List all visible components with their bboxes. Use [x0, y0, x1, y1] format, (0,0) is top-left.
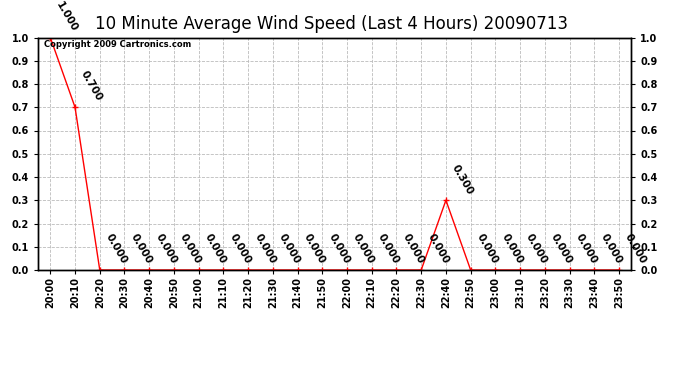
Text: 0.000: 0.000 — [228, 232, 253, 266]
Text: Copyright 2009 Cartronics.com: Copyright 2009 Cartronics.com — [44, 40, 191, 49]
Text: 0.000: 0.000 — [178, 232, 204, 266]
Text: 0.000: 0.000 — [302, 232, 327, 266]
Text: 0.000: 0.000 — [128, 232, 154, 266]
Text: 0.000: 0.000 — [598, 232, 624, 266]
Text: 0.000: 0.000 — [376, 232, 401, 266]
Text: 0.000: 0.000 — [153, 232, 179, 266]
Text: 0.000: 0.000 — [401, 232, 426, 266]
Text: 10 Minute Average Wind Speed (Last 4 Hours) 20090713: 10 Minute Average Wind Speed (Last 4 Hou… — [95, 15, 568, 33]
Text: 0.000: 0.000 — [524, 232, 549, 266]
Text: 0.000: 0.000 — [277, 232, 302, 266]
Text: 0.000: 0.000 — [475, 232, 500, 266]
Text: 0.000: 0.000 — [623, 232, 649, 266]
Text: 0.000: 0.000 — [425, 232, 451, 266]
Text: 0.000: 0.000 — [351, 232, 376, 266]
Text: 0.000: 0.000 — [253, 232, 277, 266]
Text: 0.000: 0.000 — [500, 232, 524, 266]
Text: 0.000: 0.000 — [573, 232, 599, 266]
Text: 0.000: 0.000 — [326, 232, 352, 266]
Text: 0.700: 0.700 — [79, 69, 104, 103]
Text: 1.000: 1.000 — [55, 0, 79, 33]
Text: 0.000: 0.000 — [104, 232, 129, 266]
Text: 0.300: 0.300 — [450, 162, 475, 196]
Text: 0.000: 0.000 — [549, 232, 574, 266]
Text: 0.000: 0.000 — [203, 232, 228, 266]
